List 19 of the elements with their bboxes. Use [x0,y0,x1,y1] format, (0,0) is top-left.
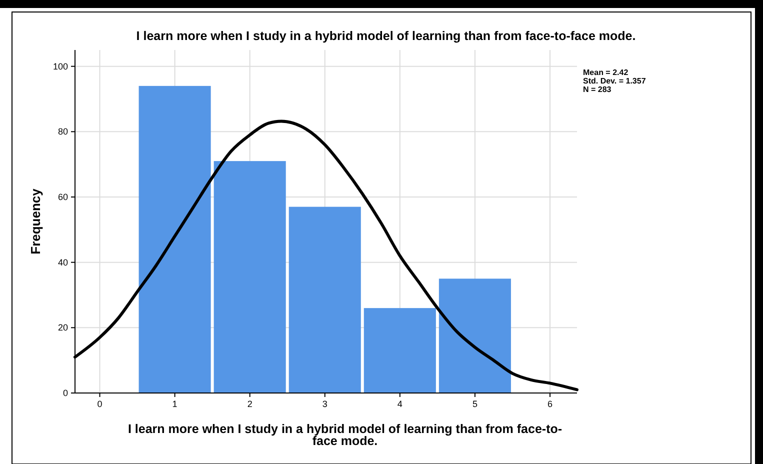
x-tick-label: 3 [322,399,328,409]
y-tick-label: 40 [58,257,68,268]
y-tick-label: 20 [58,322,68,333]
x-axis-title: I learn more when I study in a hybrid model of learning than from face-to-face mode. [128,422,562,448]
chart-title: I learn more when I study in a hybrid model of learning than from face-to-face mode. [136,29,636,43]
x-tick-label: 6 [547,399,552,409]
y-axis-title: Frequency [28,188,43,254]
text: Std. Dev. = 1.357 [583,76,646,86]
y-tick-label: 60 [58,192,68,202]
x-tick-label: 5 [472,399,478,409]
text: N = 283 [583,85,612,94]
x-tick-label: 2 [247,399,252,409]
y-tick-label: 80 [58,126,68,137]
y-tick-label: 0 [62,388,68,398]
text: Mean = 2.42 [583,68,629,77]
y-tick-label: 100 [52,61,68,72]
x-tick-label: 4 [397,399,402,409]
x-tick-label: 0 [97,399,102,409]
x-tick-label: 1 [172,399,178,409]
